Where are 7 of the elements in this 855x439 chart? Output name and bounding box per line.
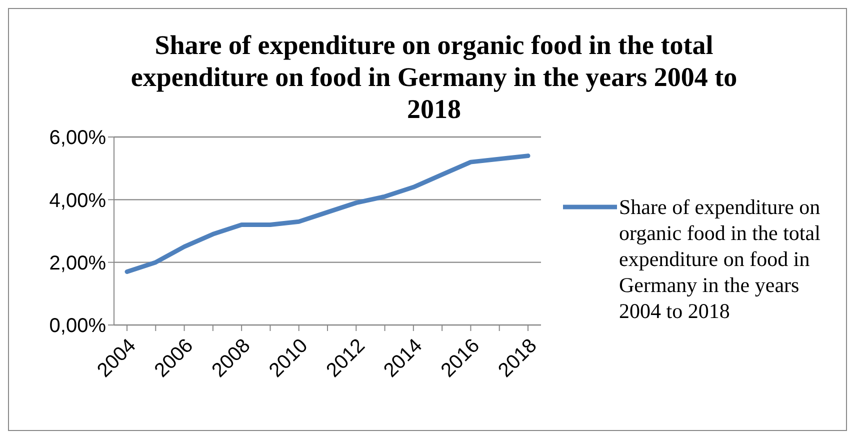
legend-label: Share of expenditure on organic food in the total expenditure on food in Germany in the years 2004 to 2018 (619, 194, 822, 324)
y-tick-label: 0,00% (49, 315, 106, 338)
line-series (124, 154, 530, 274)
chart-title: Share of expenditure on organic food in the total expenditure on food in Germany in the years 2004 to 2018 (130, 29, 738, 125)
y-tick-label: 2,00% (49, 252, 106, 274)
y-tick-label: 6,00% (49, 127, 106, 150)
y-tick-label: 4,00% (49, 190, 106, 212)
